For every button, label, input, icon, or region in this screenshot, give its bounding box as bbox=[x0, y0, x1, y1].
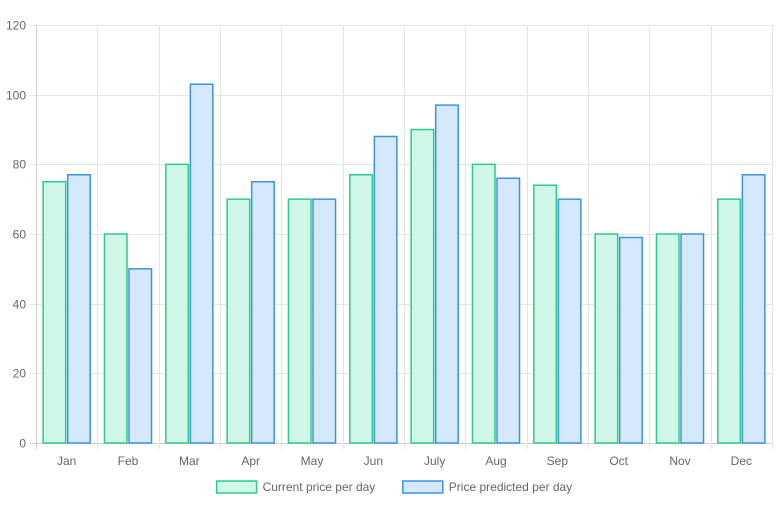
x-tick-label: Apr bbox=[241, 454, 260, 468]
y-tick-label: 40 bbox=[13, 298, 27, 312]
bar-series-2[interactable] bbox=[680, 233, 705, 444]
bar-series-1[interactable] bbox=[103, 233, 128, 444]
y-tick-label: 20 bbox=[13, 367, 27, 381]
x-tick-label: May bbox=[301, 454, 324, 468]
bar-series-1[interactable] bbox=[165, 163, 190, 444]
bar-series-2[interactable] bbox=[312, 198, 337, 444]
y-tick-label: 0 bbox=[19, 437, 26, 451]
x-tick-label: Nov bbox=[669, 454, 690, 468]
y-tick-label: 100 bbox=[6, 89, 26, 103]
y-tick-label: 120 bbox=[6, 19, 26, 33]
x-axis-ticks: Jan Feb Mar Apr May Jun July Aug Sep Oct Nov Dec bbox=[57, 454, 752, 468]
bar-series-2[interactable] bbox=[66, 174, 91, 444]
legend-swatch-1 bbox=[215, 480, 258, 494]
bar-series-2[interactable] bbox=[250, 181, 275, 444]
bar-series-1[interactable] bbox=[655, 233, 680, 444]
x-tick-label: Jan bbox=[57, 454, 76, 468]
x-tick-label: Dec bbox=[731, 454, 752, 468]
x-tick-label: Oct bbox=[609, 454, 628, 468]
grid bbox=[30, 25, 773, 449]
bar-series-2[interactable] bbox=[434, 104, 459, 444]
x-tick-label: Aug bbox=[485, 454, 506, 468]
x-tick-label: Jun bbox=[364, 454, 383, 468]
legend: Current price per day Price predicted per… bbox=[215, 480, 572, 494]
bar-series-2[interactable] bbox=[618, 236, 643, 444]
bar-series-1[interactable] bbox=[349, 174, 374, 444]
legend-label-2: Price predicted per day bbox=[449, 480, 572, 494]
bar-series-1[interactable] bbox=[533, 184, 558, 444]
bar-series-1[interactable] bbox=[717, 198, 742, 444]
bar-series-1[interactable] bbox=[471, 163, 496, 444]
x-tick-label: Sep bbox=[547, 454, 569, 468]
bar-series-1[interactable] bbox=[287, 198, 312, 444]
bar-series-1[interactable] bbox=[594, 233, 619, 444]
bar-series-1[interactable] bbox=[410, 128, 435, 444]
y-tick-label: 60 bbox=[13, 228, 27, 242]
legend-label-1: Current price per day bbox=[263, 480, 376, 494]
bar-series-2[interactable] bbox=[496, 177, 521, 444]
bars bbox=[42, 83, 766, 444]
bar-series-2[interactable] bbox=[373, 135, 398, 444]
bar-series-2[interactable] bbox=[557, 198, 582, 444]
x-tick-label: Feb bbox=[118, 454, 139, 468]
y-tick-label: 80 bbox=[13, 158, 27, 172]
bar-series-2[interactable] bbox=[128, 268, 153, 444]
bar-series-2[interactable] bbox=[741, 174, 766, 444]
legend-swatch-2 bbox=[402, 480, 444, 494]
y-axis-ticks: 0 20 40 60 80 100 120 bbox=[6, 19, 26, 451]
bar-series-1[interactable] bbox=[42, 181, 67, 444]
x-tick-label: July bbox=[424, 454, 445, 468]
x-tick-label: Mar bbox=[179, 454, 200, 468]
bar-series-1[interactable] bbox=[226, 198, 251, 444]
bar-series-2[interactable] bbox=[189, 83, 214, 444]
